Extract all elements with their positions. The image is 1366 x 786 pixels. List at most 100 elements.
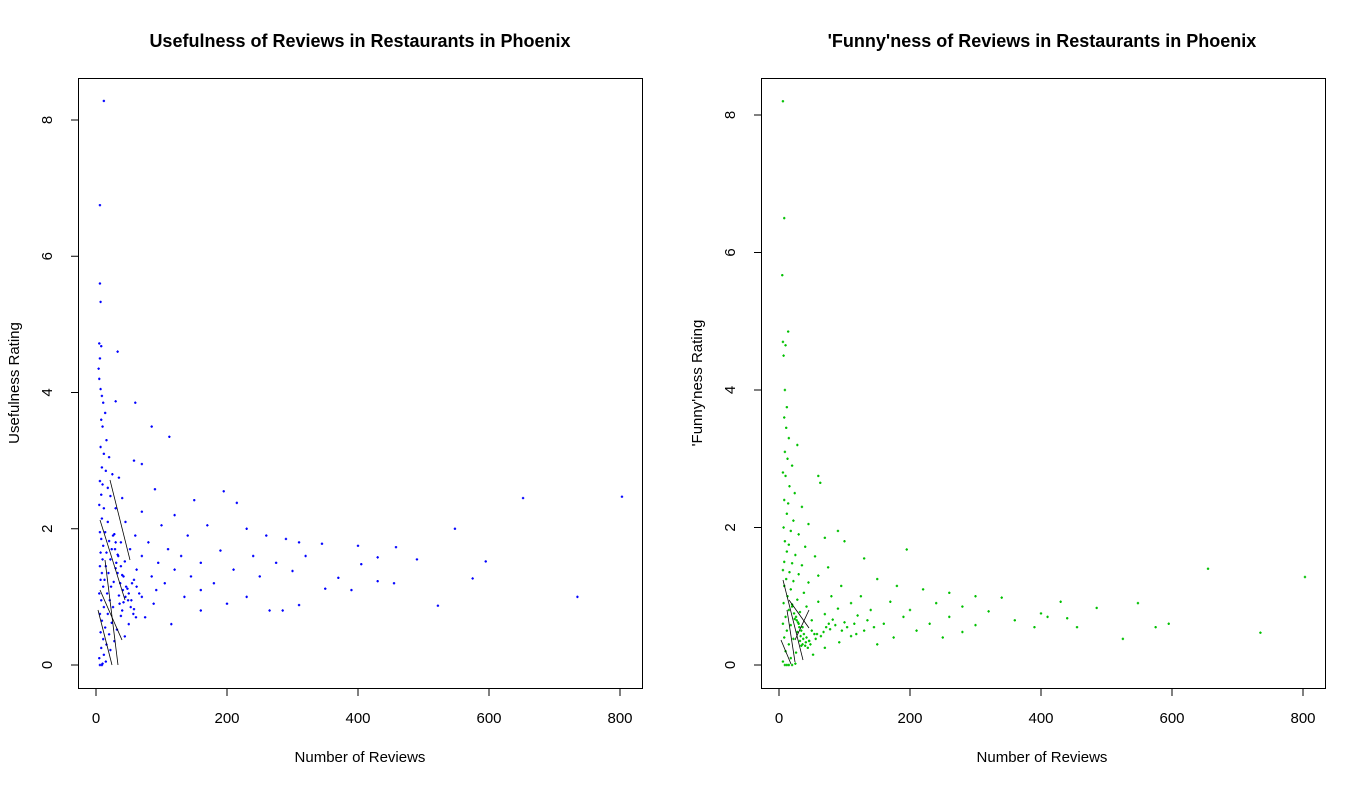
data-point — [921, 588, 925, 591]
data-point — [124, 585, 128, 588]
y-axis: 0 2 4 6 8 — [39, 116, 79, 669]
y-axis-label: 'Funny'ness Rating — [689, 320, 706, 447]
data-point — [102, 605, 106, 609]
data-point — [117, 554, 120, 558]
data-point — [100, 517, 104, 520]
data-point — [987, 610, 990, 613]
data-point — [124, 520, 127, 524]
data-point — [127, 622, 130, 626]
data-point — [843, 621, 846, 624]
data-point — [908, 608, 912, 612]
chart-usefulness: Usefulness of Reviews in Restaurants in … — [6, 31, 643, 766]
data-point — [143, 616, 147, 619]
data-point — [826, 566, 830, 569]
data-point — [782, 354, 785, 357]
data-point — [128, 547, 132, 551]
data-point — [163, 582, 166, 585]
data-point — [1303, 575, 1307, 579]
data-point — [805, 636, 808, 639]
data-point — [782, 526, 785, 529]
data-point — [789, 623, 792, 627]
data-point — [101, 483, 104, 486]
data-point — [787, 643, 791, 646]
data-point — [183, 595, 186, 599]
data-point — [797, 533, 800, 536]
data-point — [783, 498, 786, 502]
x-tick-label: 400 — [1028, 710, 1053, 727]
data-point — [802, 591, 806, 595]
data-point — [789, 529, 792, 533]
data-point — [150, 425, 153, 428]
data-point — [961, 605, 964, 608]
data-point — [297, 541, 301, 544]
data-point — [862, 629, 866, 632]
data-point — [855, 632, 858, 636]
data-point — [98, 656, 101, 660]
data-point — [876, 643, 879, 646]
x-tick-label: 600 — [1159, 710, 1184, 727]
data-point — [859, 595, 863, 598]
data-point — [1033, 625, 1036, 629]
data-point — [105, 438, 108, 442]
smoother-line — [97, 609, 113, 666]
data-point — [781, 273, 784, 277]
data-point — [153, 488, 157, 491]
data-point — [130, 582, 134, 585]
data-point — [103, 530, 107, 534]
data-point — [106, 612, 109, 616]
data-point — [786, 502, 790, 505]
data-point — [107, 456, 111, 459]
smoother-line — [104, 559, 119, 666]
data-point — [119, 614, 123, 618]
data-point — [453, 527, 457, 530]
data-point — [785, 629, 789, 632]
data-point — [792, 579, 795, 583]
y-tick-label: 6 — [39, 252, 56, 260]
data-point — [199, 561, 202, 565]
data-point — [787, 663, 791, 667]
y-tick-label: 0 — [722, 661, 739, 669]
data-point — [849, 634, 853, 638]
data-point — [98, 342, 101, 345]
data-point — [110, 547, 113, 551]
data-point — [813, 555, 817, 558]
data-point — [620, 495, 624, 498]
data-points — [97, 99, 624, 667]
data-point — [1013, 619, 1016, 622]
data-point — [787, 608, 791, 612]
smoother-line — [780, 639, 792, 665]
data-point — [790, 605, 794, 608]
data-point — [436, 604, 440, 607]
data-point — [807, 639, 811, 643]
data-point — [360, 562, 363, 566]
data-point — [822, 630, 825, 634]
data-point — [804, 545, 807, 548]
data-point — [800, 564, 804, 567]
data-point — [199, 609, 202, 612]
data-point — [107, 633, 111, 636]
data-point — [98, 282, 102, 285]
data-point — [823, 646, 827, 650]
data-point — [781, 100, 785, 103]
data-point — [132, 612, 135, 616]
data-point — [806, 646, 810, 650]
data-point — [258, 575, 261, 578]
data-point — [150, 575, 153, 578]
data-point — [801, 625, 804, 629]
data-point — [1121, 637, 1125, 641]
data-point — [793, 617, 796, 621]
data-point — [123, 635, 127, 638]
data-point — [484, 560, 487, 563]
data-point — [789, 588, 792, 591]
x-axis: 0 200 400 600 800 — [92, 688, 633, 727]
data-point — [853, 622, 856, 625]
x-tick-label: 200 — [897, 710, 922, 727]
data-point — [100, 599, 103, 602]
y-tick-label: 4 — [39, 388, 56, 396]
data-point — [471, 577, 474, 580]
data-point — [1075, 625, 1079, 629]
data-point — [804, 644, 807, 647]
data-point — [796, 443, 799, 447]
data-point — [796, 630, 799, 634]
data-point — [98, 530, 102, 534]
